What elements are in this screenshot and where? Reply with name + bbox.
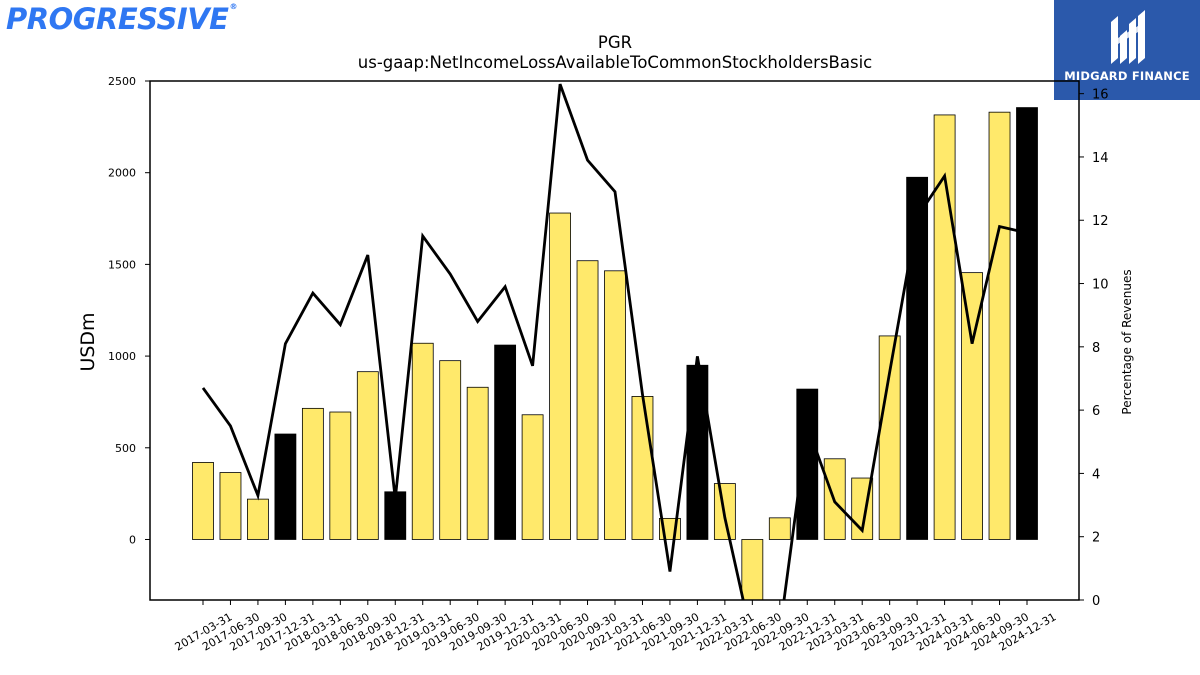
y2-axis-label: Percentage of Revenues [1120, 269, 1134, 414]
chart-title: PGR [598, 33, 632, 52]
chart-subtitle: us-gaap:NetIncomeLossAvailableToCommonSt… [358, 53, 872, 72]
bar-2020-03-31 [521, 414, 544, 540]
bar-2018-09-30 [356, 371, 379, 540]
bar-2019-03-31 [411, 342, 434, 540]
bar-2021-06-30 [631, 396, 654, 540]
y-tick-label: 500 [115, 442, 136, 455]
registered-mark: ® [229, 2, 237, 11]
bar-2022-06-30 [741, 539, 764, 600]
y2-tick-label: 16 [1092, 88, 1109, 103]
bar-2019-06-30 [439, 360, 462, 540]
bar-2018-03-31 [301, 407, 324, 540]
line-layer [201, 83, 1028, 600]
bar-2022-12-31 [796, 388, 819, 540]
y2-tick-label: 2 [1092, 531, 1100, 546]
y-tick-label: 2500 [108, 75, 136, 88]
y2-tick-label: 8 [1092, 341, 1100, 356]
y-axis-label: USDm [77, 312, 99, 371]
bars-layer [192, 107, 1038, 600]
y2-tick-label: 14 [1092, 151, 1109, 166]
bar-2019-12-31 [494, 344, 517, 540]
y2-tick-label: 4 [1092, 467, 1100, 482]
bar-2019-09-30 [466, 386, 489, 540]
bar-2017-03-31 [192, 462, 214, 540]
logo-text: PROGRESSIVE [6, 2, 229, 36]
y2-tick-label: 0 [1092, 594, 1100, 609]
sponsor-name: MIDGARD FINANCE [1064, 69, 1190, 83]
bar-2017-12-31 [274, 433, 297, 540]
y-tick-label: 0 [129, 533, 136, 546]
bar-2017-09-30 [247, 498, 269, 540]
y2-tick-label: 6 [1092, 404, 1100, 419]
bar-2020-06-30 [549, 212, 571, 540]
bar-2024-03-31 [933, 114, 956, 540]
bar-2018-12-31 [384, 491, 407, 540]
progressive-logo: PROGRESSIVE® [6, 2, 237, 36]
y-tick-label: 1000 [108, 350, 136, 363]
y2-tick-label: 10 [1092, 278, 1109, 293]
bar-2021-03-31 [604, 270, 626, 540]
bar-2022-09-30 [768, 517, 791, 540]
bar-2024-12-31 [1016, 107, 1038, 540]
bar-2017-06-30 [219, 472, 242, 540]
bar-2024-09-30 [988, 111, 1011, 540]
y2-tick-label: 12 [1092, 214, 1109, 229]
bar-2024-06-30 [961, 272, 983, 540]
bar-2020-09-30 [576, 260, 599, 540]
y-tick-label: 2000 [108, 167, 136, 180]
bar-2023-12-31 [906, 176, 929, 540]
bar-2018-06-30 [329, 411, 352, 540]
y-tick-label: 1500 [108, 258, 136, 271]
midgard-logo-icon [1111, 10, 1145, 64]
